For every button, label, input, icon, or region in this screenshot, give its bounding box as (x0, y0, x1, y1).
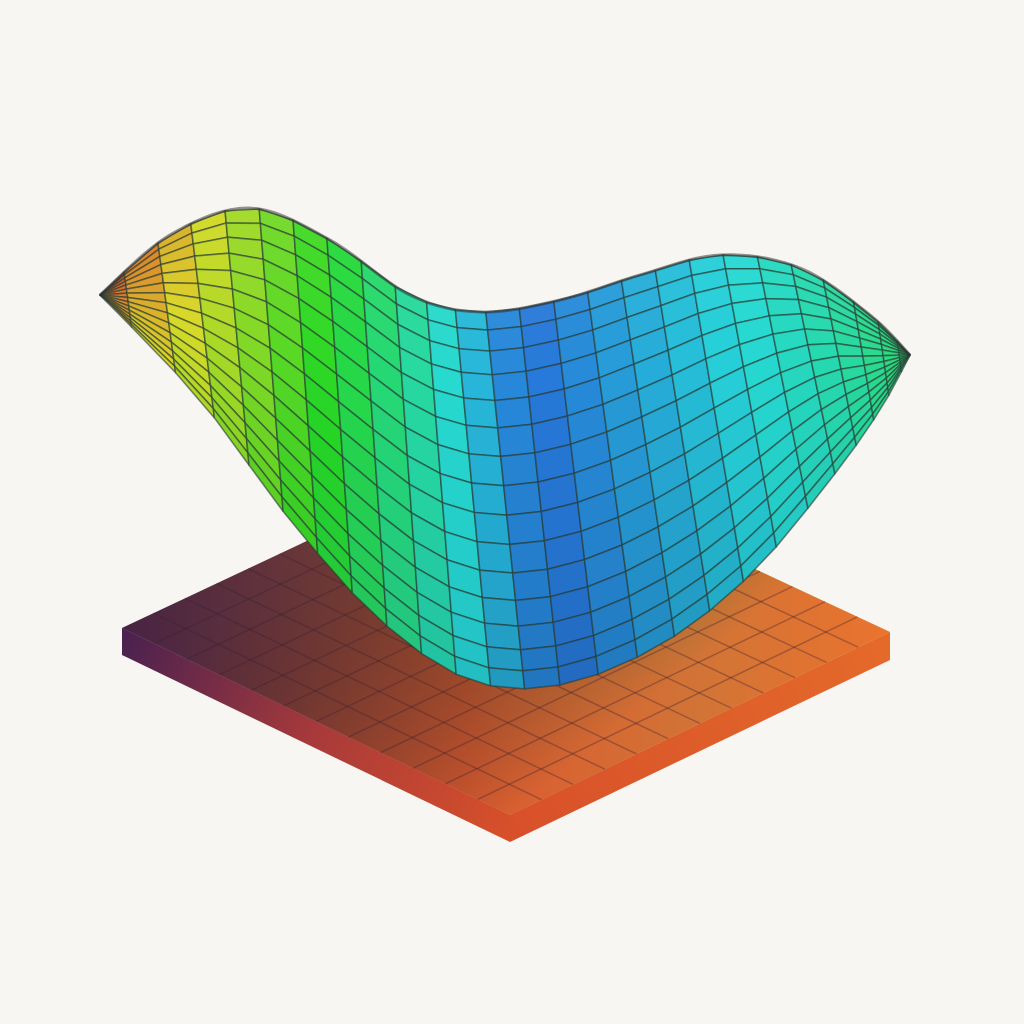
plate-grid-line (477, 616, 858, 801)
surface (98, 206, 912, 690)
surface-cell (486, 646, 524, 672)
surface-cell (900, 354, 911, 373)
surface-cell (514, 595, 555, 627)
surface-cell (496, 423, 536, 458)
surface-cell (483, 622, 522, 651)
plate-grid-line (153, 612, 542, 801)
surface-cell (456, 326, 491, 352)
plate-right-side (510, 632, 890, 842)
surface-cell (505, 510, 546, 546)
surface-cell (494, 396, 533, 429)
plate-left-side (122, 628, 510, 842)
surface-rim (98, 206, 912, 357)
plate-grid-line (216, 582, 606, 770)
surface-cell (511, 568, 552, 602)
surface-cell (468, 453, 505, 487)
surface-cell (522, 666, 561, 690)
surface-cell (499, 452, 539, 487)
surface-cell (761, 282, 800, 301)
surface-cell (193, 252, 232, 272)
surface-cell (488, 667, 526, 690)
surface-cell (508, 539, 549, 574)
plate-grid-line (445, 600, 826, 785)
surface-cell (473, 511, 511, 546)
surface-cell (462, 397, 499, 429)
surface-cell (491, 370, 530, 402)
surface-cell (517, 621, 557, 651)
surface-cell (481, 596, 519, 627)
surface-cell (765, 297, 803, 317)
surface-cell (460, 371, 496, 402)
surface-cell (489, 346, 527, 376)
plate-grid-line (184, 597, 574, 786)
surface-cell (465, 424, 502, 458)
plate-grid-line (412, 585, 793, 769)
surface-cell (803, 328, 837, 346)
surface-cell (458, 347, 494, 376)
surface-cell (476, 540, 514, 574)
surface-cell (478, 569, 517, 602)
surface-cell (502, 481, 543, 517)
surface-cell (470, 482, 508, 517)
